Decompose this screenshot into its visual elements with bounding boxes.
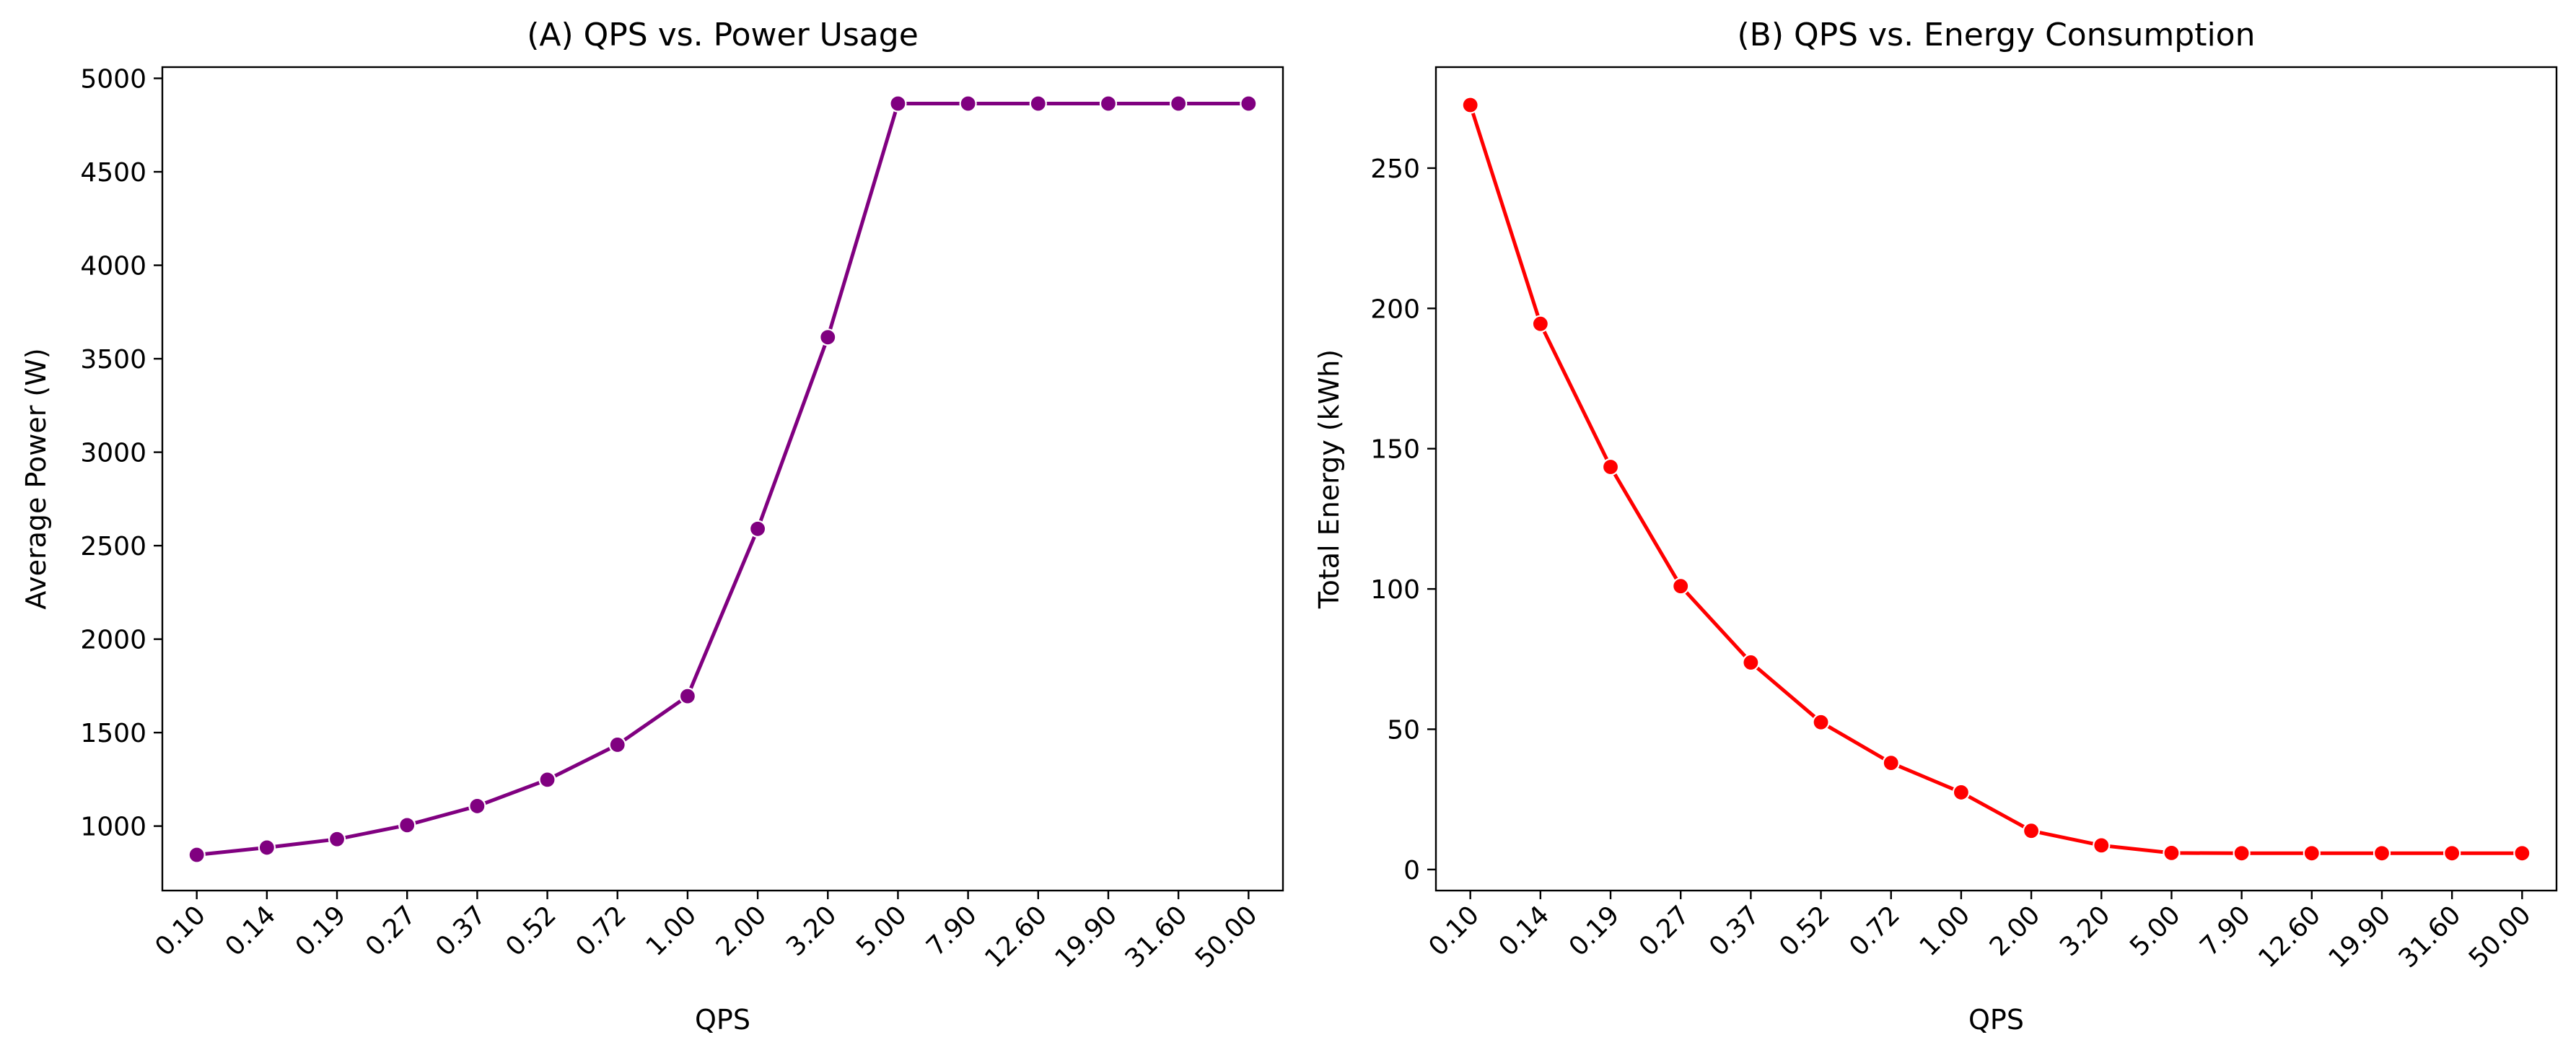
data-point: [959, 95, 977, 113]
data-point: [2163, 844, 2181, 862]
y-tick-label: 150: [1370, 435, 1420, 465]
x-tick-label: 0.27: [1634, 900, 1696, 962]
x-tick-label: 1.00: [1914, 900, 1976, 962]
data-point: [2303, 844, 2321, 862]
x-tick-label: 12.60: [2253, 900, 2326, 974]
x-tick-label: 50.00: [1190, 900, 1263, 974]
data-point: [748, 520, 767, 538]
x-tick-label: 50.00: [2463, 900, 2537, 974]
plot-frame: [1434, 66, 2558, 892]
x-axis-label: QPS: [1968, 1004, 2024, 1036]
y-tick-label: 5000: [80, 65, 146, 95]
y-tick-label: 1000: [80, 813, 146, 842]
x-tick-label: 0.10: [149, 900, 211, 962]
data-point: [1531, 315, 1549, 333]
y-axis-label: Total Energy (kWh): [1313, 349, 1345, 609]
y-tick-label: 100: [1370, 575, 1420, 605]
data-point: [398, 816, 416, 834]
data-point: [1742, 653, 1760, 672]
x-tick-label: 2.00: [711, 900, 773, 962]
chart-title: (B) QPS vs. Energy Consumption: [1738, 17, 2256, 53]
data-point: [1029, 95, 1047, 113]
y-axis-label: Average Power (W): [20, 348, 52, 609]
plot-frame: [161, 66, 1284, 892]
x-tick-label: 0.14: [1494, 900, 1556, 962]
data-point: [1099, 95, 1118, 113]
y-tick-label: 4500: [80, 158, 146, 188]
y-tick-label: 2500: [80, 532, 146, 561]
data-point: [608, 735, 626, 754]
x-tick-label: 0.52: [500, 900, 562, 962]
data-point: [678, 687, 697, 705]
data-point: [328, 830, 346, 848]
x-tick-label: 0.14: [220, 900, 282, 962]
data-point: [1672, 577, 1690, 595]
x-tick-label: 5.00: [2124, 900, 2186, 962]
data-point: [2233, 844, 2251, 862]
chart-title: (A) QPS vs. Power Usage: [527, 17, 919, 53]
data-point: [2373, 844, 2391, 862]
x-tick-label: 0.19: [290, 900, 352, 962]
x-tick-label: 3.20: [2054, 900, 2116, 962]
x-tick-label: 31.60: [2393, 900, 2467, 974]
x-tick-label: 0.72: [1844, 900, 1906, 962]
x-tick-label: 19.90: [2323, 900, 2396, 974]
data-point: [2443, 844, 2461, 862]
data-point: [1461, 96, 1479, 114]
x-tick-label: 0.27: [360, 900, 422, 962]
data-point: [2513, 844, 2531, 862]
x-tick-label: 12.60: [979, 900, 1053, 974]
x-tick-label: 0.52: [1774, 900, 1836, 962]
data-point: [1882, 754, 1900, 772]
data-point: [188, 846, 206, 864]
data-point: [1170, 95, 1188, 113]
y-tick-label: 3000: [80, 439, 146, 468]
x-tick-label: 19.90: [1049, 900, 1123, 974]
data-point: [1952, 783, 1971, 802]
data-point: [1601, 458, 1620, 476]
x-tick-label: 31.60: [1120, 900, 1193, 974]
data-point: [1812, 713, 1830, 731]
data-point: [889, 95, 907, 113]
x-tick-label: 7.90: [2194, 900, 2256, 962]
x-tick-label: 0.10: [1423, 900, 1485, 962]
y-tick-label: 200: [1370, 294, 1420, 324]
x-tick-label: 0.37: [1704, 900, 1766, 962]
x-tick-label: 7.90: [921, 900, 983, 962]
panel-power-usage: (A) QPS vs. Power Usage 1000 1500 2000 2500 3…: [20, 17, 1284, 1036]
series-line: [1468, 104, 2523, 855]
y-tick-label: 0: [1403, 856, 1420, 886]
data-point: [2093, 836, 2111, 854]
data-point: [538, 771, 556, 789]
y-tick-label: 3500: [80, 345, 146, 375]
x-tick-label: 0.19: [1564, 900, 1626, 962]
y-tick-label: 4000: [80, 252, 146, 281]
y-tick-label: 50: [1387, 715, 1420, 745]
panel-energy-consumption: (B) QPS vs. Energy Consumption 0 50 100 150 2…: [1313, 17, 2558, 1036]
x-axis-label: QPS: [695, 1004, 750, 1036]
x-tick-label: 0.72: [570, 900, 632, 962]
y-tick-label: 250: [1370, 154, 1420, 184]
x-tick-label: 2.00: [1984, 900, 2046, 962]
x-tick-label: 5.00: [851, 900, 913, 962]
series-line: [196, 102, 1249, 857]
data-point: [468, 797, 486, 816]
data-point: [258, 839, 276, 857]
x-tick-label: 1.00: [641, 900, 703, 962]
x-tick-label: 0.37: [430, 900, 492, 962]
data-point: [819, 328, 837, 346]
data-point: [1240, 95, 1258, 113]
data-point: [2022, 822, 2041, 840]
y-tick-label: 2000: [80, 626, 146, 655]
y-tick-label: 1500: [80, 719, 146, 748]
x-tick-label: 3.20: [781, 900, 843, 962]
